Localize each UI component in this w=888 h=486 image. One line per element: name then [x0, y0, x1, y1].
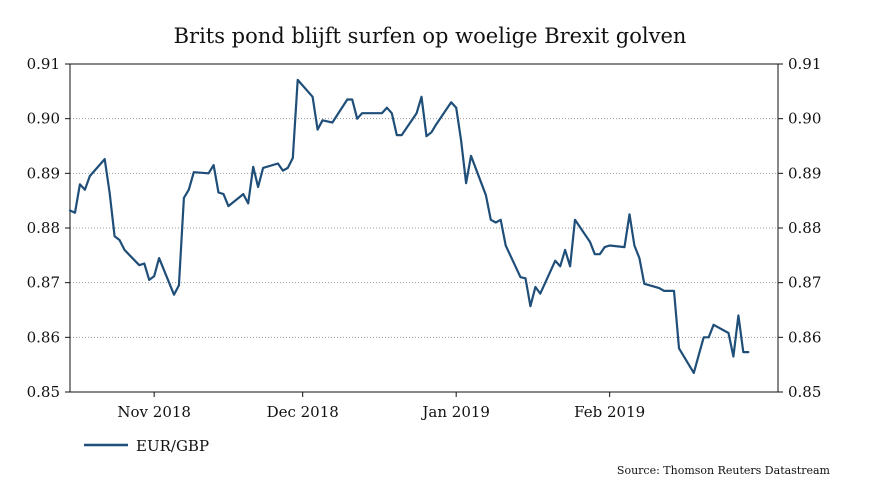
y-tick-label-right: 0.85	[788, 383, 821, 401]
legend: EUR/GBP	[84, 437, 209, 455]
x-tick-label: Feb 2019	[574, 403, 645, 421]
x-axis: Nov 2018 Dec 2018 Jan 2019 Feb 2019	[117, 392, 645, 421]
y-tick-label-right: 0.89	[788, 164, 821, 182]
y-tick-label-left: 0.87	[27, 274, 60, 292]
y-tick-label-left: 0.88	[27, 219, 60, 237]
y-tick-label-right: 0.90	[788, 110, 821, 128]
x-tick-label: Jan 2019	[420, 403, 490, 421]
legend-label-eur-gbp: EUR/GBP	[136, 437, 209, 455]
y-tick-label-left: 0.86	[27, 328, 60, 346]
y-tick-label-left: 0.90	[27, 110, 60, 128]
y-tick-label-left: 0.85	[27, 383, 60, 401]
y-tick-label-left: 0.91	[27, 55, 60, 73]
y-axis-left: 0.91 0.90 0.89 0.88 0.87 0.86 0.85	[27, 55, 70, 401]
series-line-eur-gbp	[68, 78, 750, 374]
gridlines	[70, 118, 778, 338]
source-note: Source: Thomson Reuters Datastream	[617, 464, 831, 477]
y-tick-label-right: 0.86	[788, 328, 821, 346]
series-layer	[68, 78, 750, 374]
y-tick-label-left: 0.89	[27, 164, 60, 182]
y-tick-label-right: 0.88	[788, 219, 821, 237]
x-tick-label: Dec 2018	[267, 403, 339, 421]
chart-title: Brits pond blijft surfen op woelige Brex…	[174, 24, 687, 48]
x-tick-label: Nov 2018	[117, 403, 191, 421]
y-tick-label-right: 0.91	[788, 55, 821, 73]
y-axis-right: 0.91 0.90 0.89 0.88 0.87 0.86 0.85	[778, 55, 821, 401]
y-tick-label-right: 0.87	[788, 274, 821, 292]
